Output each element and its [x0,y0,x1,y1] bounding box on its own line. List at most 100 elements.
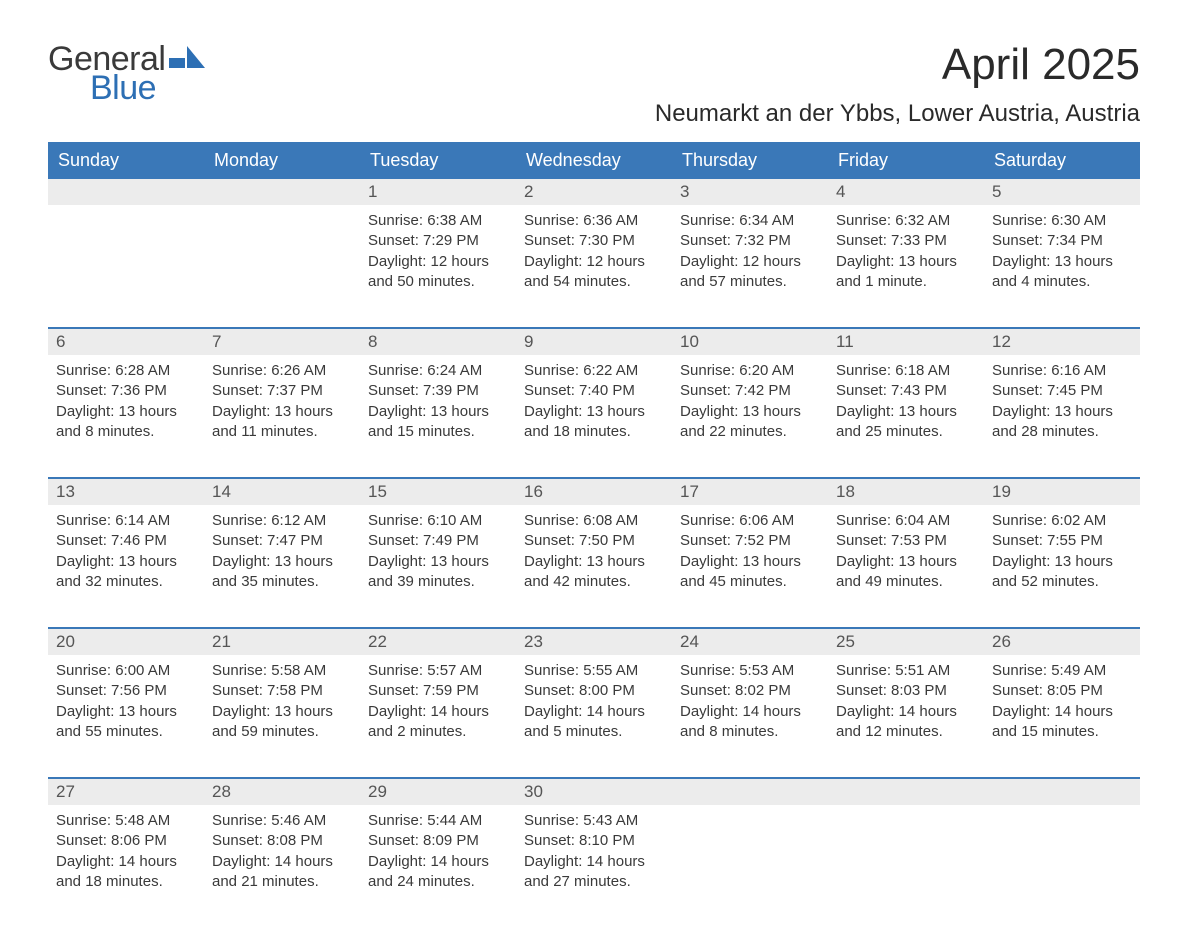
calendar-day: 2Sunrise: 6:36 AMSunset: 7:30 PMDaylight… [516,179,672,327]
day-sunrise: Sunrise: 6:28 AM [56,361,196,381]
calendar-day: 18Sunrise: 6:04 AMSunset: 7:53 PMDayligh… [828,479,984,627]
day-number: 16 [516,479,672,505]
day-daylight2: and 1 minute. [836,272,976,292]
day-daylight2: and 27 minutes. [524,872,664,892]
day-number: 9 [516,329,672,355]
day-daylight1: Daylight: 13 hours [680,552,820,572]
day-body: Sunrise: 5:57 AMSunset: 7:59 PMDaylight:… [360,655,516,752]
day-sunrise: Sunrise: 6:22 AM [524,361,664,381]
day-number: 2 [516,179,672,205]
header: General Blue April 2025 Neumarkt an der … [48,40,1140,128]
day-sunrise: Sunrise: 5:53 AM [680,661,820,681]
day-number: 3 [672,179,828,205]
day-daylight2: and 39 minutes. [368,572,508,592]
calendar-day: 22Sunrise: 5:57 AMSunset: 7:59 PMDayligh… [360,629,516,777]
weekday-header: Friday [828,142,984,179]
calendar-week: 13Sunrise: 6:14 AMSunset: 7:46 PMDayligh… [48,477,1140,627]
day-number: 4 [828,179,984,205]
day-daylight2: and 4 minutes. [992,272,1132,292]
calendar-day: 19Sunrise: 6:02 AMSunset: 7:55 PMDayligh… [984,479,1140,627]
calendar-day: 21Sunrise: 5:58 AMSunset: 7:58 PMDayligh… [204,629,360,777]
calendar-week: 1Sunrise: 6:38 AMSunset: 7:29 PMDaylight… [48,179,1140,327]
day-sunrise: Sunrise: 6:34 AM [680,211,820,231]
day-daylight1: Daylight: 13 hours [992,402,1132,422]
calendar-day: 20Sunrise: 6:00 AMSunset: 7:56 PMDayligh… [48,629,204,777]
day-daylight1: Daylight: 13 hours [524,402,664,422]
day-daylight2: and 21 minutes. [212,872,352,892]
day-daylight1: Daylight: 13 hours [56,552,196,572]
day-daylight1: Daylight: 12 hours [368,252,508,272]
day-daylight2: and 12 minutes. [836,722,976,742]
day-sunset: Sunset: 8:06 PM [56,831,196,851]
day-daylight1: Daylight: 14 hours [56,852,196,872]
day-body: Sunrise: 6:30 AMSunset: 7:34 PMDaylight:… [984,205,1140,302]
day-sunrise: Sunrise: 5:51 AM [836,661,976,681]
day-daylight2: and 45 minutes. [680,572,820,592]
day-body: Sunrise: 6:38 AMSunset: 7:29 PMDaylight:… [360,205,516,302]
location-text: Neumarkt an der Ybbs, Lower Austria, Aus… [655,100,1140,128]
day-body: Sunrise: 6:24 AMSunset: 7:39 PMDaylight:… [360,355,516,452]
day-daylight1: Daylight: 13 hours [992,552,1132,572]
day-number: 28 [204,779,360,805]
day-sunset: Sunset: 7:34 PM [992,231,1132,251]
calendar-day [48,179,204,327]
day-body: Sunrise: 5:46 AMSunset: 8:08 PMDaylight:… [204,805,360,902]
day-sunset: Sunset: 8:10 PM [524,831,664,851]
day-sunset: Sunset: 7:56 PM [56,681,196,701]
weekday-header: Thursday [672,142,828,179]
day-daylight1: Daylight: 14 hours [524,852,664,872]
day-sunset: Sunset: 8:09 PM [368,831,508,851]
calendar: Sunday Monday Tuesday Wednesday Thursday… [48,142,1140,927]
day-daylight1: Daylight: 14 hours [680,702,820,722]
weekday-header: Sunday [48,142,204,179]
day-sunrise: Sunrise: 6:06 AM [680,511,820,531]
day-number: 10 [672,329,828,355]
day-daylight1: Daylight: 13 hours [836,402,976,422]
weekday-header-row: Sunday Monday Tuesday Wednesday Thursday… [48,142,1140,179]
day-sunrise: Sunrise: 6:26 AM [212,361,352,381]
day-sunset: Sunset: 7:58 PM [212,681,352,701]
logo: General Blue [48,40,205,108]
calendar-week: 27Sunrise: 5:48 AMSunset: 8:06 PMDayligh… [48,777,1140,927]
day-number: 19 [984,479,1140,505]
day-daylight2: and 18 minutes. [524,422,664,442]
day-body: Sunrise: 5:51 AMSunset: 8:03 PMDaylight:… [828,655,984,752]
day-daylight2: and 15 minutes. [368,422,508,442]
day-sunrise: Sunrise: 5:49 AM [992,661,1132,681]
day-sunset: Sunset: 7:45 PM [992,381,1132,401]
day-number: 13 [48,479,204,505]
day-daylight1: Daylight: 13 hours [680,402,820,422]
day-number: 23 [516,629,672,655]
day-sunrise: Sunrise: 6:16 AM [992,361,1132,381]
day-sunset: Sunset: 7:37 PM [212,381,352,401]
day-sunrise: Sunrise: 6:12 AM [212,511,352,531]
weekday-header: Monday [204,142,360,179]
day-sunset: Sunset: 7:40 PM [524,381,664,401]
day-number: 14 [204,479,360,505]
day-number: 5 [984,179,1140,205]
day-daylight2: and 18 minutes. [56,872,196,892]
day-number: 25 [828,629,984,655]
logo-text-blue: Blue [90,69,205,108]
day-sunrise: Sunrise: 6:36 AM [524,211,664,231]
day-daylight1: Daylight: 13 hours [56,702,196,722]
calendar-day [984,779,1140,927]
day-number: 12 [984,329,1140,355]
day-body: Sunrise: 6:32 AMSunset: 7:33 PMDaylight:… [828,205,984,302]
calendar-day: 17Sunrise: 6:06 AMSunset: 7:52 PMDayligh… [672,479,828,627]
calendar-day: 6Sunrise: 6:28 AMSunset: 7:36 PMDaylight… [48,329,204,477]
day-sunrise: Sunrise: 6:38 AM [368,211,508,231]
day-daylight1: Daylight: 14 hours [368,702,508,722]
day-body: Sunrise: 6:02 AMSunset: 7:55 PMDaylight:… [984,505,1140,602]
day-sunset: Sunset: 7:33 PM [836,231,976,251]
calendar-week: 6Sunrise: 6:28 AMSunset: 7:36 PMDaylight… [48,327,1140,477]
calendar-day [204,179,360,327]
day-body: Sunrise: 6:06 AMSunset: 7:52 PMDaylight:… [672,505,828,602]
day-number: 22 [360,629,516,655]
day-daylight2: and 54 minutes. [524,272,664,292]
day-body: Sunrise: 6:08 AMSunset: 7:50 PMDaylight:… [516,505,672,602]
day-daylight2: and 11 minutes. [212,422,352,442]
day-body: Sunrise: 6:28 AMSunset: 7:36 PMDaylight:… [48,355,204,452]
day-daylight1: Daylight: 13 hours [212,702,352,722]
day-number [828,779,984,805]
